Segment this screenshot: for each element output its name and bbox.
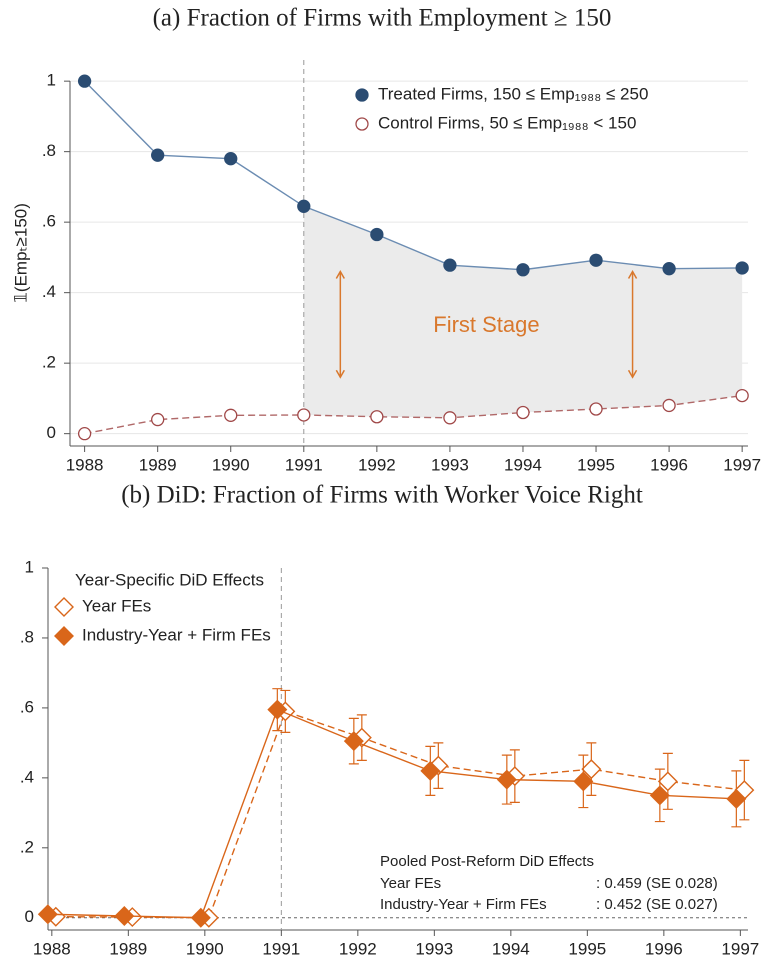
x-tick-label: 1995 (568, 939, 606, 958)
chart-title: (a) Fraction of Firms with Employment ≥ … (153, 5, 612, 32)
point (77, 427, 92, 441)
point (573, 771, 594, 792)
x-tick-label: 1989 (139, 455, 177, 474)
x-tick-label: 1991 (285, 455, 323, 474)
point (224, 152, 238, 166)
note-label: Year FEs (380, 875, 441, 892)
point (735, 261, 749, 275)
point (443, 258, 457, 272)
x-tick-label: 1995 (577, 455, 615, 474)
y-tick-label: 0 (47, 423, 56, 442)
x-tick-label: 1991 (262, 939, 300, 958)
y-tick-label: .6 (42, 212, 56, 231)
arrow-head (627, 269, 638, 379)
legend-label: Treated Firms, 150 ≤ Emp₁₉₈₈ ≤ 250 (378, 84, 648, 103)
x-tick-label: 1990 (186, 939, 224, 958)
point (589, 402, 603, 416)
legend-marker (54, 626, 74, 646)
point (151, 412, 165, 427)
y-tick-label: 1 (25, 557, 34, 576)
point (589, 253, 603, 267)
legend-label: Control Firms, 50 ≤ Emp₁₉₈₈ < 150 (378, 113, 636, 132)
x-tick-label: 1988 (33, 939, 71, 958)
point (662, 398, 676, 413)
y-tick-label: .8 (20, 627, 34, 646)
legend-title: Year-Specific DiD Effects (75, 570, 264, 589)
x-tick-label: 1990 (212, 455, 250, 474)
legend-marker (355, 117, 369, 131)
y-tick-label: .8 (42, 141, 56, 160)
note-title: Pooled Post-Reform DiD Effects (380, 853, 594, 870)
chart-title: (b) DiD: Fraction of Firms with Worker V… (121, 482, 643, 509)
x-tick-label: 1992 (358, 455, 396, 474)
legend-marker (54, 597, 74, 617)
point (114, 906, 135, 926)
point (662, 262, 676, 276)
point (496, 769, 517, 790)
annotation: First Stage (433, 312, 539, 337)
x-tick-label: 1993 (431, 455, 469, 474)
x-tick-label: 1996 (645, 939, 683, 958)
point (735, 388, 749, 403)
point (267, 699, 288, 720)
point (649, 785, 670, 806)
x-tick-label: 1992 (339, 939, 377, 958)
x-tick-label: 1997 (721, 939, 759, 958)
x-tick-label: 1994 (492, 939, 530, 958)
x-tick-label: 1994 (504, 455, 542, 474)
point (151, 148, 165, 162)
point (443, 411, 457, 425)
y-axis-label: 𝟙(Empₜ≥150) (11, 203, 30, 303)
point (297, 408, 311, 422)
y-tick-label: .6 (20, 697, 34, 716)
note-value: : 0.459 (SE 0.028) (596, 875, 718, 892)
point (370, 410, 384, 424)
point (420, 760, 441, 781)
note-value: : 0.452 (SE 0.027) (596, 896, 718, 913)
point (370, 227, 384, 242)
x-tick-label: 1996 (650, 455, 688, 474)
point (297, 199, 311, 213)
point (77, 74, 92, 88)
y-tick-label: .2 (42, 353, 56, 372)
point (224, 408, 238, 422)
arrow-head (335, 269, 345, 379)
note-label: Industry-Year + Firm FEs (380, 896, 547, 913)
legend-label: Industry-Year + Firm FEs (82, 625, 271, 644)
y-tick-label: .4 (42, 282, 56, 301)
point (343, 731, 364, 752)
point (190, 907, 211, 928)
y-tick-label: 0 (25, 907, 34, 926)
x-tick-label: 1997 (723, 455, 761, 474)
x-tick-label: 1988 (66, 455, 104, 474)
legend-marker (355, 88, 369, 102)
point (581, 759, 602, 780)
series-line (47, 708, 737, 919)
point (37, 904, 58, 925)
point (516, 263, 530, 277)
y-tick-label: 1 (47, 71, 56, 90)
point (657, 771, 678, 792)
y-tick-label: .2 (20, 837, 34, 856)
legend-label: Year FEs (82, 596, 151, 615)
x-tick-label: 1989 (109, 939, 147, 958)
series-line (84, 394, 743, 435)
series-line (84, 80, 743, 271)
x-tick-label: 1993 (415, 939, 453, 958)
point (516, 405, 530, 420)
y-tick-label: .4 (20, 767, 34, 786)
point (726, 788, 747, 809)
